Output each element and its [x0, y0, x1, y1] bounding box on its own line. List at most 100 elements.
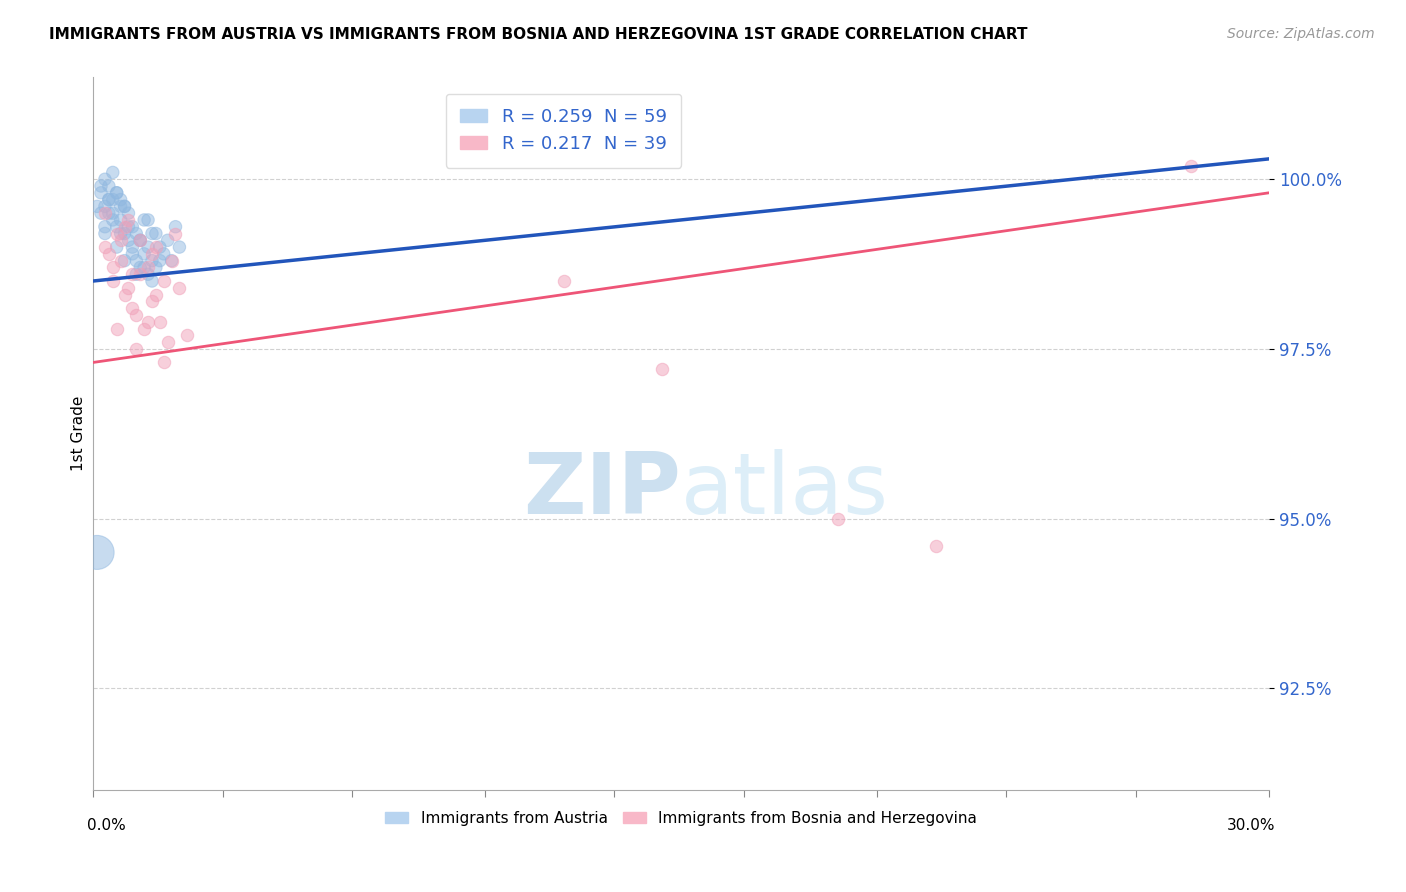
Point: [117, 281, 139, 295]
Point: [156, 233, 179, 247]
Point: [145, 227, 167, 241]
Point: [121, 301, 143, 315]
Point: [152, 355, 174, 369]
Point: [125, 267, 148, 281]
Point: [117, 233, 139, 247]
Point: [121, 267, 143, 281]
Point: [90, 179, 112, 194]
Point: [94, 240, 117, 254]
Point: [156, 334, 179, 349]
Point: [97, 193, 120, 207]
Point: [101, 274, 124, 288]
Point: [125, 308, 148, 322]
Point: [125, 342, 148, 356]
Point: [136, 315, 159, 329]
Point: [129, 233, 152, 247]
Point: [86, 545, 108, 559]
Point: [121, 247, 143, 261]
Point: [553, 274, 575, 288]
Point: [134, 260, 156, 275]
Point: [651, 362, 673, 376]
Point: [86, 199, 108, 213]
Point: [94, 219, 117, 234]
Point: [110, 193, 132, 207]
Text: IMMIGRANTS FROM AUSTRIA VS IMMIGRANTS FROM BOSNIA AND HERZEGOVINA 1ST GRADE CORR: IMMIGRANTS FROM AUSTRIA VS IMMIGRANTS FR…: [49, 27, 1028, 42]
Point: [152, 274, 174, 288]
Point: [141, 274, 163, 288]
Point: [97, 193, 120, 207]
Point: [94, 172, 117, 186]
Point: [129, 267, 152, 281]
Point: [117, 213, 139, 227]
Point: [149, 240, 172, 254]
Point: [125, 227, 148, 241]
Point: [141, 253, 163, 268]
Point: [110, 199, 132, 213]
Point: [97, 179, 120, 194]
Point: [94, 227, 117, 241]
Point: [169, 281, 191, 295]
Point: [160, 253, 183, 268]
Point: [136, 240, 159, 254]
Point: [141, 247, 163, 261]
Point: [1180, 159, 1202, 173]
Point: [110, 253, 132, 268]
Point: [165, 227, 187, 241]
Point: [145, 287, 167, 301]
Point: [105, 186, 128, 200]
Point: [105, 186, 128, 200]
Point: [94, 199, 117, 213]
Text: 30.0%: 30.0%: [1226, 819, 1275, 833]
Point: [101, 213, 124, 227]
Point: [90, 206, 112, 220]
Point: [149, 315, 172, 329]
Point: [136, 267, 159, 281]
Text: atlas: atlas: [681, 450, 889, 533]
Point: [134, 321, 156, 335]
Point: [134, 247, 156, 261]
Point: [105, 219, 128, 234]
Point: [110, 227, 132, 241]
Point: [114, 199, 136, 213]
Point: [97, 247, 120, 261]
Point: [114, 227, 136, 241]
Point: [145, 240, 167, 254]
Point: [141, 294, 163, 309]
Point: [90, 186, 112, 200]
Point: [121, 219, 143, 234]
Point: [152, 247, 174, 261]
Point: [101, 206, 124, 220]
Point: [101, 165, 124, 179]
Point: [97, 206, 120, 220]
Point: [114, 199, 136, 213]
Point: [105, 240, 128, 254]
Point: [827, 511, 849, 525]
Text: ZIP: ZIP: [523, 450, 681, 533]
Point: [925, 539, 948, 553]
Text: 0.0%: 0.0%: [87, 819, 127, 833]
Point: [141, 227, 163, 241]
Point: [176, 328, 198, 343]
Text: Source: ZipAtlas.com: Source: ZipAtlas.com: [1227, 27, 1375, 41]
Y-axis label: 1st Grade: 1st Grade: [72, 396, 86, 471]
Point: [117, 219, 139, 234]
Point: [114, 253, 136, 268]
Point: [160, 253, 183, 268]
Point: [134, 213, 156, 227]
Point: [136, 260, 159, 275]
Point: [121, 240, 143, 254]
Point: [110, 213, 132, 227]
Point: [136, 213, 159, 227]
Point: [149, 253, 172, 268]
Point: [105, 321, 128, 335]
Point: [105, 227, 128, 241]
Point: [101, 193, 124, 207]
Point: [165, 219, 187, 234]
Point: [114, 287, 136, 301]
Legend: Immigrants from Austria, Immigrants from Bosnia and Herzegovina: Immigrants from Austria, Immigrants from…: [380, 805, 983, 832]
Point: [110, 233, 132, 247]
Point: [114, 219, 136, 234]
Point: [94, 206, 117, 220]
Point: [145, 260, 167, 275]
Point: [129, 233, 152, 247]
